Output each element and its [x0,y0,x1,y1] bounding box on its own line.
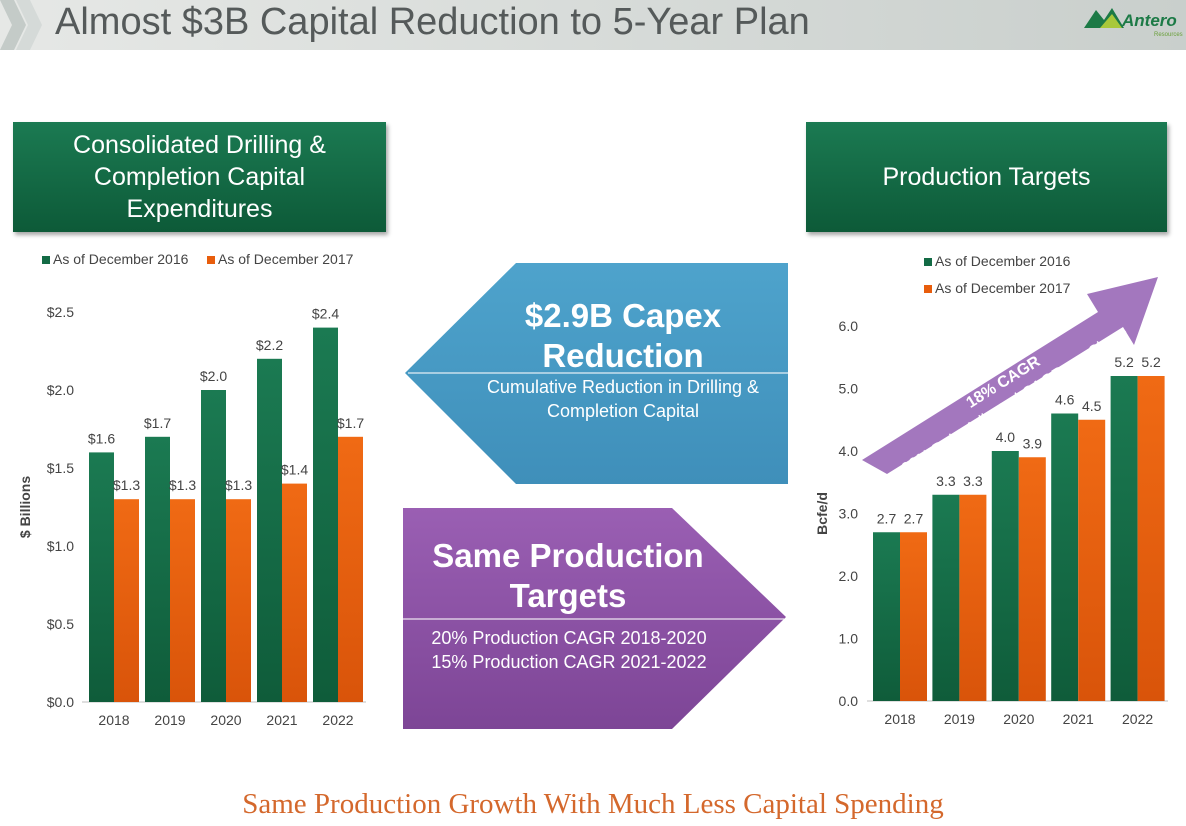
data-label: $1.7 [144,415,171,431]
bar-2019-series-1 [932,494,960,701]
bar-2020-series-1 [201,390,226,702]
data-label: $1.3 [113,477,140,493]
data-label: $2.0 [200,368,227,384]
y-tick-label: 4.0 [839,443,859,459]
y-tick-label: 5.0 [839,381,859,397]
x-tick-label: 2019 [154,712,185,728]
bar-2022-series-1 [313,327,338,702]
y-axis-label: $ Billions [17,476,33,538]
legend-label-1: As of December 2016 [935,253,1071,269]
antero-logo[interactable]: Antero Resources [1082,2,1186,42]
production-chart: As of December 2016 As of December 2017 Bc… [814,253,1168,727]
data-label: 5.2 [1141,354,1161,370]
bar-2018-series-2 [900,532,927,701]
capex-reduction-headline: $2.9B Capex Reduction [524,297,722,374]
footer-tagline: Same Production Growth With Much Less Ca… [242,788,944,820]
data-label: $2.4 [312,306,339,322]
data-label: 2.7 [877,510,897,526]
bar-2022-series-2 [338,436,363,702]
x-tick-label: 2021 [266,712,297,728]
bar-2022-series-1 [1110,376,1138,701]
legend-label-2: As of December 2017 [218,251,354,267]
bar-2018-series-1 [89,452,114,702]
y-tick-label: $2.5 [47,304,74,320]
y-tick-label: 1.0 [839,631,859,647]
x-tick-label: 2020 [1003,711,1034,727]
data-label: 3.3 [936,473,956,489]
bar-2021-series-1 [1051,413,1079,701]
y-tick-label: 2.0 [839,568,859,584]
legend-label-2: As of December 2017 [935,280,1071,296]
bar-2021-series-1 [257,358,282,702]
y-tick-label: $0.0 [47,694,74,710]
data-label: $1.4 [281,462,308,478]
svg-text:Resources: Resources [1154,32,1183,38]
data-label: $2.2 [256,337,283,353]
data-label: 4.6 [1055,392,1075,408]
legend-swatch-2 [924,285,932,293]
data-label: 3.3 [963,473,983,489]
cagr-arrow: 18% CAGR 23% Debt-Adjusted CAGR per Shar… [862,277,1158,478]
x-tick-label: 2018 [98,712,129,728]
y-tick-label: $2.0 [47,382,74,398]
data-label: 3.9 [1023,435,1043,451]
y-tick-label: $0.5 [47,616,74,632]
svg-text:Antero: Antero [1121,11,1177,30]
bar-2019-series-1 [145,436,170,702]
data-label: 5.2 [1114,354,1134,370]
y-tick-label: 3.0 [839,506,859,522]
production-cagr-line-1: 20% Production CAGR 2018-2020 [431,628,707,648]
chevron-decoration-icon [0,0,42,50]
data-label: $1.3 [169,477,196,493]
bar-2018-series-1 [873,532,900,701]
data-label: 4.0 [996,429,1016,445]
x-tick-label: 2021 [1063,711,1094,727]
production-cagr-line-2: 15% Production CAGR 2021-2022 [431,652,707,672]
bar-2020-series-1 [991,451,1019,701]
header-bar: Almost $3B Capital Reduction to 5-Year P… [0,0,1186,50]
production-section-title: Production Targets [806,122,1167,232]
x-tick-label: 2022 [322,712,353,728]
legend-swatch-1 [924,258,932,266]
bar-2020-series-2 [1018,457,1046,701]
x-tick-label: 2019 [944,711,975,727]
data-label: $1.6 [88,430,115,446]
bar-2019-series-2 [170,499,195,702]
bar-2021-series-2 [1078,419,1106,701]
capex-reduction-arrow [405,263,788,484]
legend-swatch-1 [42,256,50,264]
capex-reduction-subtext: Cumulative Reduction in Drilling & Compl… [486,377,760,421]
debt-adjusted-cagr-label: 23% Debt-Adjusted CAGR per Share [899,324,1131,478]
x-tick-label: 2018 [884,711,915,727]
legend-swatch-2 [207,256,215,264]
y-tick-label: 0.0 [839,693,859,709]
data-label: 2.7 [904,510,924,526]
y-tick-label: $1.5 [47,460,74,476]
data-label: $1.7 [337,415,364,431]
capex-section-title: Consolidated Drilling & Completion Capit… [13,122,386,232]
data-label: $1.3 [225,477,252,493]
y-tick-label: $1.0 [47,538,74,554]
bar-2021-series-2 [282,483,307,702]
page-title: Almost $3B Capital Reduction to 5-Year P… [55,1,810,43]
bar-2018-series-2 [114,499,139,702]
x-tick-label: 2022 [1122,711,1153,727]
production-targets-arrow [403,508,786,729]
x-tick-label: 2020 [210,712,241,728]
bar-2019-series-2 [959,494,987,701]
bar-2020-series-2 [226,499,251,702]
y-tick-label: 6.0 [839,318,859,334]
production-targets-headline: Same Production Targets [432,537,704,614]
data-label: 4.5 [1082,398,1102,414]
capex-chart: As of December 2016 As of December 2017 $ … [17,251,366,728]
bar-2022-series-2 [1137,376,1165,701]
legend-label-1: As of December 2016 [53,251,189,267]
y-axis-label: Bcfe/d [814,492,830,535]
